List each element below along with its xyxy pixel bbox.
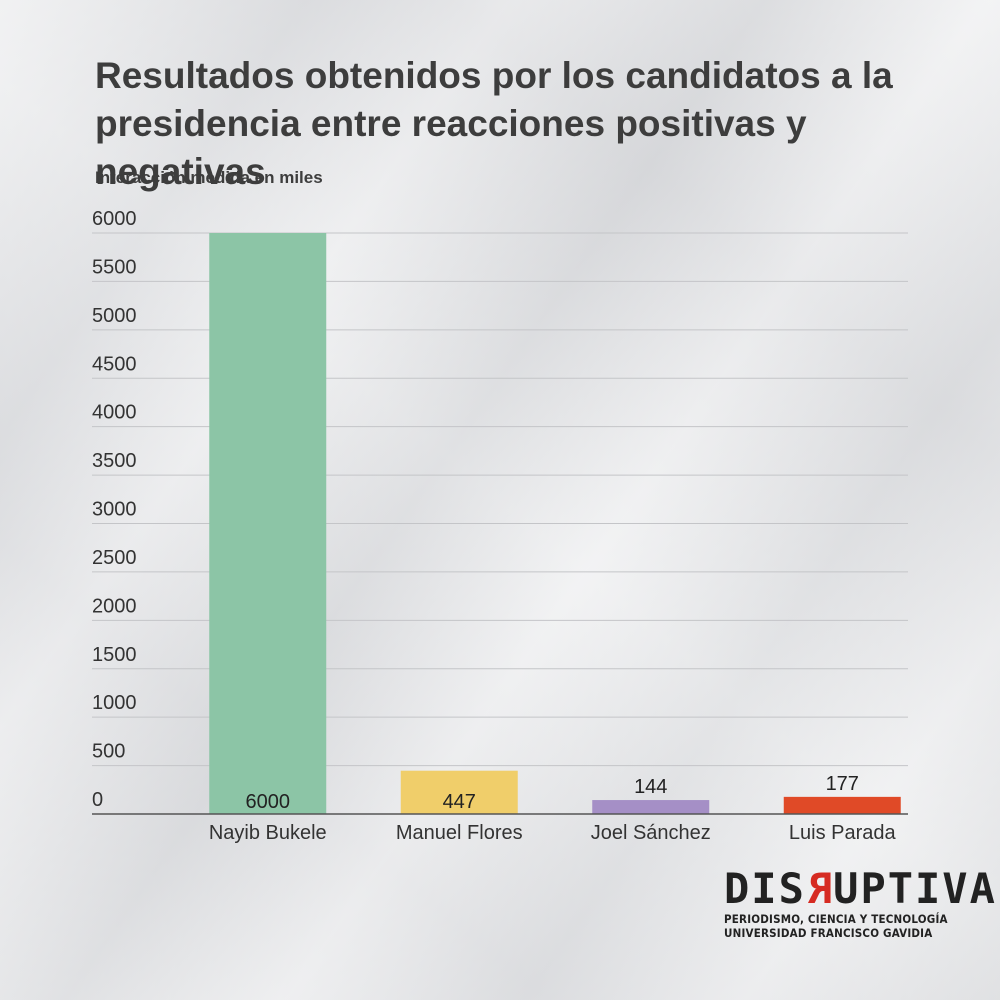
bar — [209, 233, 327, 814]
data-label: 6000 — [246, 791, 291, 813]
y-tick-label: 5000 — [92, 305, 137, 327]
y-tick-label: 3500 — [92, 450, 137, 472]
bar — [783, 796, 901, 814]
y-tick-label: 6000 — [92, 208, 137, 230]
y-tick-label: 3000 — [92, 499, 137, 521]
y-tick-label: 500 — [92, 741, 125, 763]
y-tick-label: 2000 — [92, 595, 137, 617]
data-label: 144 — [634, 776, 667, 798]
bar — [592, 800, 710, 814]
logo-university: UNIVERSIDAD FRANCISCO GAVIDIA — [724, 926, 933, 940]
y-tick-label: 1000 — [92, 692, 137, 714]
y-tick-label: 5500 — [92, 256, 137, 278]
data-label: 447 — [443, 791, 476, 813]
logo-tagline: PERIODISMO, CIENCIA Y TECNOLOGÍA — [724, 912, 948, 926]
y-tick-label: 4500 — [92, 353, 137, 375]
category-label: Nayib Bukele — [209, 822, 327, 844]
disruptiva-logo: DISRUPTIVA PERIODISMO, CIENCIA Y TECNOLO… — [724, 864, 997, 940]
data-label: 177 — [826, 773, 859, 795]
y-tick-label: 2500 — [92, 547, 137, 569]
y-tick-label: 0 — [92, 789, 103, 811]
chart-title: Resultados obtenidos por los candidatos … — [95, 55, 893, 192]
category-label: Joel Sánchez — [591, 822, 711, 844]
category-label: Luis Parada — [789, 822, 897, 844]
logo-wordmark: DISRUPTIVA — [724, 864, 997, 913]
y-tick-label: 4000 — [92, 402, 137, 424]
y-tick-label: 1500 — [92, 644, 137, 666]
bar — [400, 770, 518, 814]
chart-subtitle: Interacción medida en miles — [95, 168, 323, 187]
category-label: Manuel Flores — [396, 822, 523, 844]
